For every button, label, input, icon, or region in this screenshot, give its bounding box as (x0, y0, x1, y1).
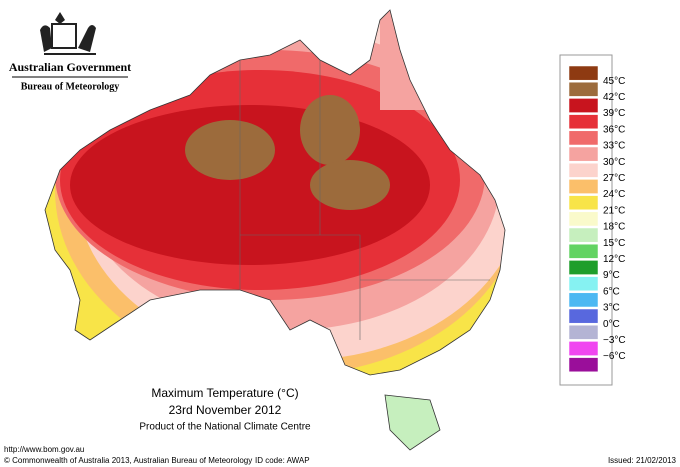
legend-label: 24°C (603, 189, 625, 200)
legend-swatch (568, 211, 599, 227)
legend-label: 6°C (603, 286, 620, 297)
legend-label: 39°C (603, 108, 625, 119)
legend-label: 0°C (603, 319, 620, 330)
legend-label: 3°C (603, 303, 620, 314)
legend-label: 42°C (603, 92, 625, 103)
legend-swatch (568, 308, 599, 324)
legend-label: 15°C (603, 238, 625, 249)
tasmania (384, 394, 441, 451)
legend-swatch (568, 341, 599, 356)
legend: 45°C 42°C 39°C 36°C 33°C 30°C 27°C 24°C 21°C 18°C… (568, 65, 626, 373)
legend-swatch (568, 227, 599, 243)
legend-box (559, 54, 613, 386)
map-product: Product of the National Climate Centre (139, 422, 311, 433)
legend-label: −6°C (603, 351, 626, 362)
legend-swatch (568, 292, 599, 308)
legend-label: 9°C (603, 270, 620, 281)
footer-copyright: © Commonwealth of Australia 2013, Austra… (4, 456, 252, 465)
legend-swatch (568, 81, 599, 97)
legend-swatch (568, 114, 599, 130)
legend-label: 12°C (603, 254, 625, 265)
legend-swatch (568, 243, 599, 259)
state-borders (239, 60, 490, 340)
legend-label: 30°C (603, 157, 625, 168)
footer-url: http://www.bom.gov.au (4, 445, 84, 454)
legend-swatch (568, 195, 599, 211)
legend-label: 36°C (603, 124, 625, 135)
legend-label: 21°C (603, 205, 625, 216)
legend-swatch (568, 324, 599, 340)
legend-swatch (568, 276, 599, 292)
legend-swatch (568, 146, 599, 162)
legend-swatch (568, 179, 599, 194)
coastline (44, 9, 506, 376)
legend-swatch (568, 65, 599, 81)
legend-swatch (568, 162, 599, 178)
government-name: Australian Government (9, 60, 131, 74)
legend-swatch (568, 260, 599, 275)
map-date: 23rd November 2012 (169, 403, 282, 417)
footer-id: ID code: AWAP (255, 456, 310, 465)
crest (40, 12, 96, 55)
footer-issued: Issued: 21/02/2013 (608, 456, 677, 465)
legend-swatch (568, 130, 599, 146)
legend-label: 45°C (603, 76, 625, 87)
legend-label: 33°C (603, 141, 625, 152)
map-title: Maximum Temperature (°C) (151, 386, 298, 400)
bureau-name: Bureau of Meteorology (21, 81, 120, 92)
legend-swatch (568, 98, 599, 113)
legend-label: 27°C (603, 173, 625, 184)
legend-label: −3°C (603, 335, 626, 346)
legend-label: 18°C (603, 222, 625, 233)
legend-swatch (568, 357, 599, 373)
